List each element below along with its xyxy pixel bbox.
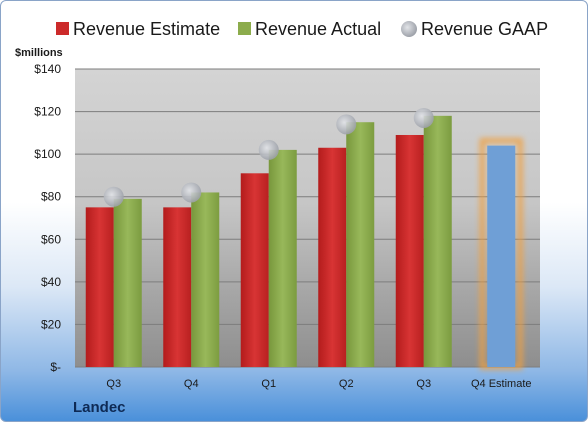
legend: Revenue Estimate Revenue Actual Revenue … [56,19,548,39]
plot-area [75,69,540,367]
x-tick-label: Q4 Estimate [471,378,532,390]
bar-revenue-estimate [395,134,424,367]
y-tick-label: $- [50,360,61,374]
marker-revenue-gaap [181,182,202,203]
bar-revenue-actual [191,192,220,367]
bar-revenue-estimate [163,207,192,367]
y-tick-label: $80 [41,190,61,204]
gridlines [75,68,540,368]
y-tick-label: $100 [34,147,61,161]
legend-label-actual: Revenue Actual [255,19,381,39]
bar-revenue-estimate [240,173,269,367]
x-tick-label: Q4 [184,378,199,390]
x-tick-label: Q1 [261,378,276,390]
x-axis-ticks: Q3 Q4 Q1 Q2 Q3 Q4 Estimate [106,378,531,390]
bars [85,115,523,370]
y-tick-label: $120 [34,105,61,119]
gaap-markers [103,107,434,207]
y-axis-ticks: $- $20 $40 $60 $80 $100 $120 $140 [34,62,61,374]
marker-revenue-gaap [258,139,279,160]
legend-label-estimate: Revenue Estimate [73,19,220,39]
bar-forecast-estimate [487,145,516,367]
bar-revenue-actual [268,149,297,367]
x-tick-label: Q2 [339,378,354,390]
legend-swatch-actual [238,22,251,35]
y-tick-label: $60 [41,232,61,246]
bar-revenue-estimate [318,147,347,367]
legend-swatch-estimate [56,22,69,35]
marker-revenue-gaap [413,107,434,128]
x-tick-label: Q3 [416,378,431,390]
y-tick-label: $140 [34,62,61,76]
bar-revenue-actual [346,122,375,367]
bar-revenue-estimate [85,207,114,367]
y-tick-label: $40 [41,275,61,289]
x-tick-label: Q3 [106,378,121,390]
marker-revenue-gaap [103,186,124,207]
bar-revenue-actual [423,115,452,367]
y-axis-unit: $millions [15,47,63,59]
legend-label-gaap: Revenue GAAP [421,19,548,39]
company-name: Landec [73,399,126,416]
bar-revenue-actual [113,198,142,367]
legend-swatch-gaap [401,21,417,37]
y-tick-label: $20 [41,317,61,331]
marker-revenue-gaap [336,114,357,135]
